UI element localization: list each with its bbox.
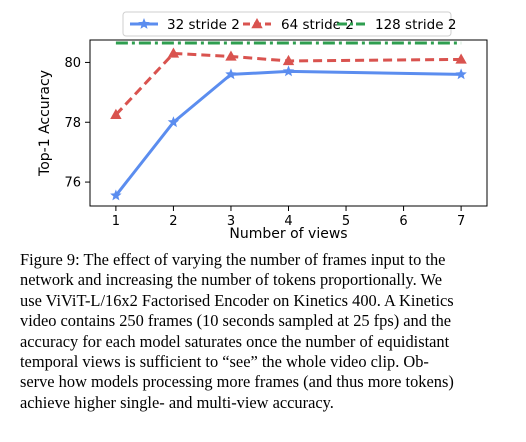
y-tick-label: 78 bbox=[64, 116, 81, 131]
legend-label: 128 stride 2 bbox=[375, 17, 456, 33]
legend-entry: 64 stride 2 bbox=[243, 17, 354, 33]
x-tick-label: 1 bbox=[112, 214, 120, 229]
y-tick-label: 80 bbox=[64, 56, 81, 71]
x-axis-ticks: 1 2 3 4 5 6 7 bbox=[112, 206, 465, 229]
caption-line: serve how models processing more frames … bbox=[20, 372, 454, 392]
caption-line: use ViViT-L/16x2 Factorised Encoder on K… bbox=[20, 290, 454, 310]
data-point bbox=[455, 68, 467, 80]
plot-layer bbox=[110, 41, 467, 201]
x-tick-label: 5 bbox=[342, 214, 350, 229]
caption-line: temporal views is sufficient to “see” th… bbox=[20, 352, 429, 372]
legend-label: 32 stride 2 bbox=[167, 17, 240, 33]
series-group bbox=[110, 65, 467, 201]
caption-line: achieve higher single- and multi-view ac… bbox=[20, 392, 334, 412]
y-axis-ticks: 76 78 80 bbox=[64, 56, 90, 191]
caption-line: network and increasing the number of tok… bbox=[20, 270, 442, 290]
data-point bbox=[167, 116, 180, 128]
line-chart: 1 2 3 4 5 6 7 76 78 80 Number of views Top-1 Acc… bbox=[37, 11, 488, 242]
legend-entry: 128 stride 2 bbox=[337, 17, 456, 33]
caption-line: accuracy for each model saturates once t… bbox=[20, 331, 450, 351]
y-tick-label: 76 bbox=[64, 176, 81, 191]
caption-line: Figure 9: The effect of varying the numb… bbox=[20, 250, 446, 269]
x-axis-title: Number of views bbox=[229, 226, 347, 242]
figure-caption: Figure 9: The effect of varying the numb… bbox=[20, 250, 516, 413]
x-tick-label: 2 bbox=[169, 214, 177, 229]
legend-box bbox=[122, 11, 452, 37]
data-point bbox=[225, 68, 237, 80]
data-point bbox=[110, 108, 122, 119]
legend-label: 64 stride 2 bbox=[281, 17, 354, 33]
y-axis-title: Top-1 Accuracy bbox=[37, 70, 53, 177]
x-tick-label: 3 bbox=[227, 214, 235, 229]
data-point bbox=[282, 54, 295, 66]
legend-entry: 32 stride 2 bbox=[130, 17, 240, 33]
series-line bbox=[114, 69, 462, 197]
caption-line: video contains 250 frames (10 seconds sa… bbox=[20, 311, 452, 331]
data-point bbox=[455, 53, 467, 64]
x-tick-label: 7 bbox=[457, 214, 465, 229]
data-point bbox=[225, 50, 237, 61]
series-group bbox=[110, 47, 467, 119]
legend-marker bbox=[138, 18, 150, 29]
legend: 32 stride 2 64 stride 2 128 stride 2 bbox=[122, 11, 456, 37]
data-point bbox=[110, 189, 122, 201]
data-point bbox=[282, 65, 295, 77]
x-tick-label: 4 bbox=[284, 214, 292, 229]
data-point bbox=[167, 47, 180, 58]
x-tick-label: 6 bbox=[399, 214, 407, 229]
legend-marker bbox=[251, 18, 263, 29]
